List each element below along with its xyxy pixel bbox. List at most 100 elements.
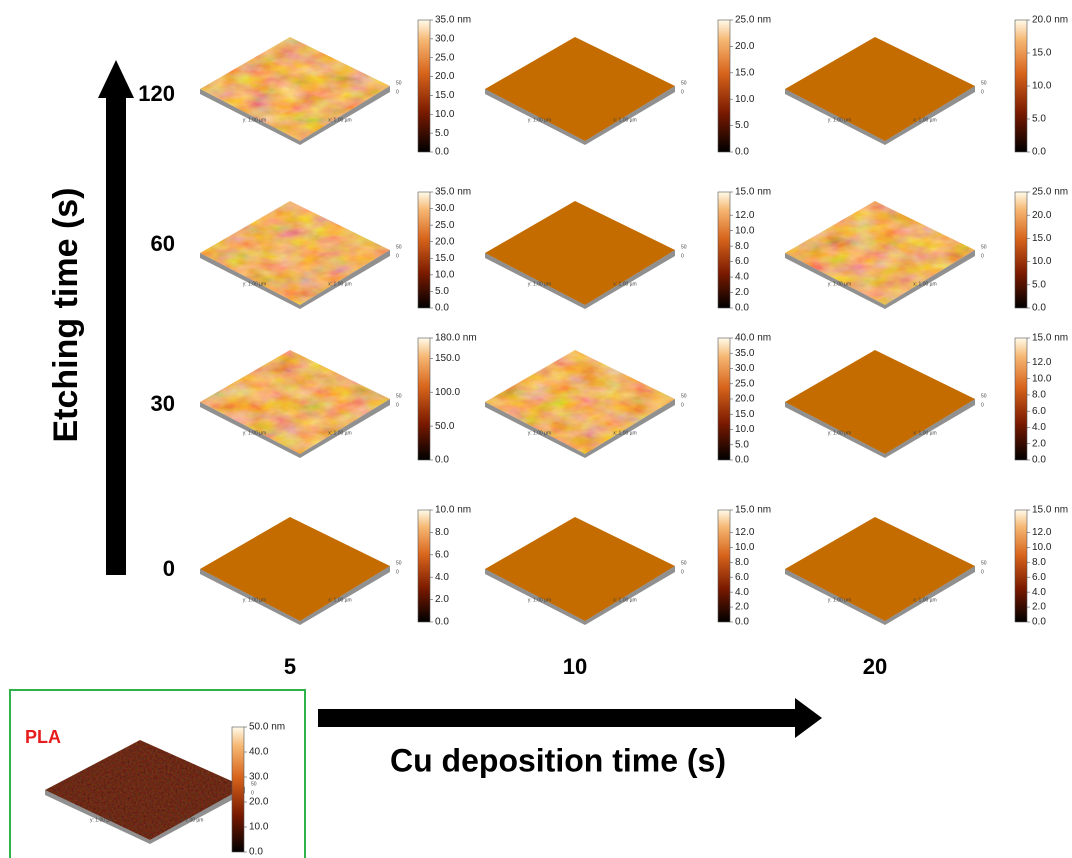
surface-y-label: y: 1.00 µm [243,118,266,124]
colorbar-label: 10.0 [1032,542,1052,553]
colorbar-label: 10.0 [735,94,755,105]
surface-x-label: x: 1.00 µm [328,431,351,437]
colorbar-label: 50.0 [435,421,455,432]
colorbar-label: 0.0 [435,455,449,466]
colorbar [718,338,730,460]
colorbar-label: 4.0 [435,572,449,583]
colorbar-label: 2.0 [1032,602,1046,613]
surface-x-label: x: 1.00 µm [913,282,936,288]
colorbar-label: 35.0 nm [435,15,471,26]
z-tick-label: 0 [396,569,399,575]
colorbar-label: 15.0 [435,90,455,101]
colorbar-label: 5.0 [1032,114,1046,125]
colorbar-label: 6.0 [735,256,749,267]
reference-label: PLA [25,727,61,747]
colorbar-label: 0.0 [1032,617,1046,628]
colorbar-label: 180.0 nm [435,333,477,344]
colorbar-label: 0.0 [435,303,449,314]
colorbar-label: 0.0 [435,617,449,628]
surface-y-label: y: 1.00 µm [828,598,851,604]
colorbar-label: 0.0 [1032,303,1046,314]
colorbar-label: 25.0 nm [735,15,771,26]
colorbar-label: 20.0 [735,394,755,405]
colorbar-label: 20.0 [435,236,455,247]
colorbar-label: 0.0 [735,617,749,628]
colorbar-label: 15.0 nm [735,505,771,516]
z-tick-label: 50 [396,393,402,399]
surface-y-label: y: 1.00 µm [243,431,266,437]
colorbar-label: 15.0 nm [735,187,771,198]
surface-x-label: x: 1.00 µm [180,817,203,823]
z-tick-label: 0 [396,89,399,95]
colorbar-label: 20.0 [1032,210,1052,221]
colorbar-label: 12.0 [1032,357,1052,368]
afm-surface [485,517,675,621]
colorbar [1015,192,1027,308]
surface-y-label: y: 1.00 µm [528,598,551,604]
colorbar-label: 30.0 [435,203,455,214]
surface-x-label: x: 1.00 µm [613,431,636,437]
z-tick-label: 0 [681,89,684,95]
horizontal-arrow-shaft [318,709,798,727]
z-tick-label: 50 [681,80,687,86]
surface-x-label: x: 1.00 µm [913,598,936,604]
colorbar [1015,20,1027,152]
colorbar [418,192,430,308]
colorbar-label: 8.0 [735,241,749,252]
surface-x-label: x: 1.00 µm [913,118,936,124]
surface-y-label: y: 1.00 µm [528,431,551,437]
afm-surface [785,517,975,621]
colorbar-label: 15.0 nm [1032,333,1068,344]
surface-x-label: x: 1.00 µm [613,598,636,604]
y-axis-label: Etching time (s) [47,187,85,442]
colorbar-label: 2.0 [735,602,749,613]
afm-surface [200,201,390,305]
afm-surface [45,740,245,840]
z-tick-label: 0 [981,402,984,408]
surface-y-label: y: 1.00 µm [828,431,851,437]
colorbar-label: 15.0 [435,253,455,264]
surface-x-label: x: 1.00 µm [913,431,936,437]
colorbar-label: 100.0 [435,387,460,398]
colorbar-label: 0.0 [1032,455,1046,466]
surface-x-label: x: 1.00 µm [328,282,351,288]
z-tick-label: 50 [396,560,402,566]
colorbar-label: 10.0 [735,542,755,553]
surface-y-label: y: 1.00 µm [828,282,851,288]
colorbar-label: 10.0 [1032,373,1052,384]
column-label: 5 [284,654,296,679]
colorbar-label: 0.0 [249,847,263,858]
z-tick-label: 0 [681,253,684,259]
afm-surface [485,37,675,141]
surface-y-label: y: 1.00 µm [243,598,266,604]
row-label: 0 [163,556,175,581]
colorbar-label: 10.0 nm [435,505,471,516]
colorbar-label: 20.0 [735,41,755,52]
colorbar-label: 15.0 [1032,233,1052,244]
column-label: 20 [863,654,887,679]
figure: Etching time (s) Cu deposition time (s) … [0,0,1072,858]
colorbar-label: 35.0 nm [435,187,471,198]
z-tick-label: 50 [681,560,687,566]
surface-y-label: y: 1.00 µm [528,118,551,124]
colorbar-label: 10.0 [249,822,269,833]
colorbar-label: 6.0 [1032,572,1046,583]
surface-y-label: y: 1.00 µm [243,282,266,288]
colorbar-label: 25.0 [435,220,455,231]
colorbar-label: 4.0 [735,587,749,598]
colorbar-label: 15.0 [1032,48,1052,59]
z-tick-label: 50 [396,244,402,250]
z-tick-label: 50 [681,393,687,399]
colorbar-label: 2.0 [735,287,749,298]
surface-y-label: y: 1.00 µm [828,118,851,124]
row-label: 120 [138,81,175,106]
colorbar-label: 6.0 [1032,406,1046,417]
colorbar-label: 20.0 nm [1032,15,1068,26]
z-tick-label: 0 [681,402,684,408]
z-tick-label: 0 [981,89,984,95]
vertical-arrow-shaft [106,95,126,575]
surface-y-label: y: 1.00 µm [90,817,113,823]
colorbar-label: 6.0 [735,572,749,583]
colorbar-label: 12.0 [735,527,755,538]
colorbar-label: 25.0 [735,378,755,389]
